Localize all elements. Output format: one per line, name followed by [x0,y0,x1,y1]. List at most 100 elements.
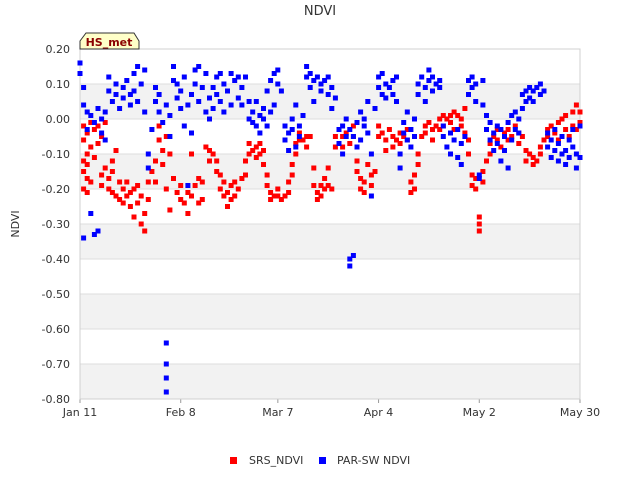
data-point [537,92,543,97]
data-point [412,134,417,139]
data-point [117,179,123,185]
data-point [189,193,194,199]
data-point [91,127,97,132]
legend: SRS_NDVI PAR-SW NDVI [230,454,410,467]
data-point [347,141,353,146]
data-point [207,116,212,122]
data-point [394,99,399,104]
data-point [77,71,83,76]
data-point [577,123,583,129]
data-point [232,193,238,199]
data-point [361,190,367,195]
data-point [106,74,112,80]
data-point [106,176,112,181]
data-point [343,134,349,139]
data-points [77,60,583,395]
data-point [473,176,479,181]
data-point [246,141,252,146]
data-point [135,183,141,188]
data-point [458,123,464,129]
data-point [142,67,148,73]
data-point [505,165,511,171]
data-point [217,99,223,104]
data-point [84,176,90,181]
x-tick-label: Apr 4 [364,406,394,419]
data-point [404,127,410,132]
data-point [307,71,313,76]
data-point [163,389,169,395]
data-point [210,85,216,90]
data-point [505,127,511,132]
data-point [84,190,90,195]
data-point [318,81,324,87]
y-tick-label: 0.00 [46,113,71,126]
data-point [142,109,148,115]
data-point [311,183,317,188]
data-point [286,179,292,185]
data-point [243,172,248,178]
data-point [412,172,417,178]
data-point [458,162,464,167]
data-point [314,197,320,202]
data-point [415,92,421,97]
data-point [221,179,227,185]
data-point [548,123,554,129]
data-point [167,207,173,213]
data-point [563,113,569,118]
data-point [390,134,396,139]
data-point [548,137,554,143]
data-point [296,130,302,136]
data-point [106,186,112,192]
data-point [135,200,141,206]
data-point [271,102,277,108]
data-point [163,102,169,108]
data-point [484,158,489,164]
data-point [124,179,130,185]
data-point [541,88,547,94]
chart-title: NDVI [304,4,336,19]
data-point [494,127,500,132]
data-point [275,193,281,199]
data-point [491,134,497,139]
data-point [127,102,133,108]
data-point [286,190,292,195]
data-point [235,74,241,80]
data-point [99,130,105,136]
data-point [530,155,536,160]
data-point [228,102,234,108]
data-point [261,162,266,167]
data-point [160,120,166,125]
data-point [196,200,202,206]
data-point [185,102,191,108]
data-point [383,137,389,143]
data-point [358,109,364,115]
data-point [318,183,324,188]
data-point [397,141,403,146]
data-point [261,148,266,153]
data-point [196,99,202,104]
data-point [426,120,432,125]
data-point [365,162,371,167]
data-point [131,71,137,76]
data-point [181,123,187,129]
plot-band [80,364,580,399]
data-point [282,137,288,143]
data-point [95,106,101,111]
data-point [81,102,87,108]
data-point [487,151,493,157]
data-point [325,183,331,188]
data-point [466,78,471,83]
data-point [81,137,87,143]
data-point [451,109,457,115]
data-point [217,172,223,178]
data-point [325,74,331,80]
data-point [566,155,572,160]
data-point [207,158,212,164]
data-point [214,169,220,174]
data-point [149,169,155,174]
plot-band [80,224,580,259]
data-point [264,123,270,129]
data-point [494,137,500,143]
data-point [203,144,209,150]
